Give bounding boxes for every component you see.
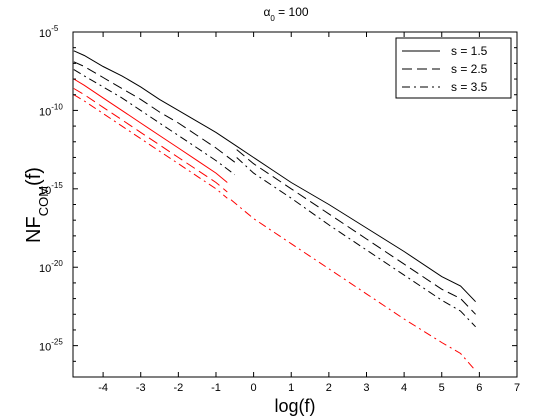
series-line-1-segment-0: [73, 61, 236, 163]
x-tick-label: 7: [514, 382, 520, 394]
series-line-1-segment-1: [236, 149, 476, 315]
legend-box: [395, 37, 512, 99]
x-tick-label: 5: [439, 382, 445, 394]
legend-label: s = 3.5: [451, 80, 488, 94]
series-layer: [73, 50, 476, 372]
y-axis-label: NFCOM(f): [23, 167, 51, 243]
series-line-5-segment-0: [73, 94, 228, 199]
legend-label: s = 2.5: [451, 62, 488, 76]
y-ticks: 10-5 10-10 10-15 10-20 10-25: [39, 24, 517, 378]
x-tick-label: 2: [326, 382, 332, 394]
x-tick-label: 4: [401, 382, 407, 394]
x-tick-label: -4: [98, 382, 108, 394]
legend: s = 1.5 s = 2.5 s = 3.5: [395, 37, 512, 99]
chart-title: α0 = 100: [263, 5, 308, 23]
series-line-4-segment-0: [73, 88, 228, 193]
series-line-3-segment-0: [73, 78, 228, 183]
x-tick-label: -1: [211, 382, 221, 394]
y-tick-label: 10-5: [39, 24, 59, 40]
x-tick-label: 6: [476, 382, 482, 394]
x-tick-label: -2: [173, 382, 183, 394]
x-tick-label: 3: [363, 382, 369, 394]
series-line-5-segment-1: [230, 199, 476, 372]
x-axis-label: log(f): [274, 396, 315, 416]
x-tick-label: 1: [288, 382, 294, 394]
x-ticks: -4 -3 -2 -1 0 1 2 3 4 5 6 7: [98, 32, 520, 394]
x-tick-label: -3: [136, 382, 146, 394]
series-line-2-segment-0: [73, 69, 236, 176]
series-line-2-segment-1: [236, 157, 476, 328]
series-line-0-segment-0: [73, 50, 476, 303]
y-tick-label: 10-25: [39, 338, 63, 354]
y-tick-label: 10-20: [39, 259, 63, 275]
y-tick-label: 10-15: [39, 181, 63, 197]
x-tick-label: 0: [251, 382, 257, 394]
legend-label: s = 1.5: [451, 44, 488, 58]
y-tick-label: 10-10: [39, 102, 63, 118]
